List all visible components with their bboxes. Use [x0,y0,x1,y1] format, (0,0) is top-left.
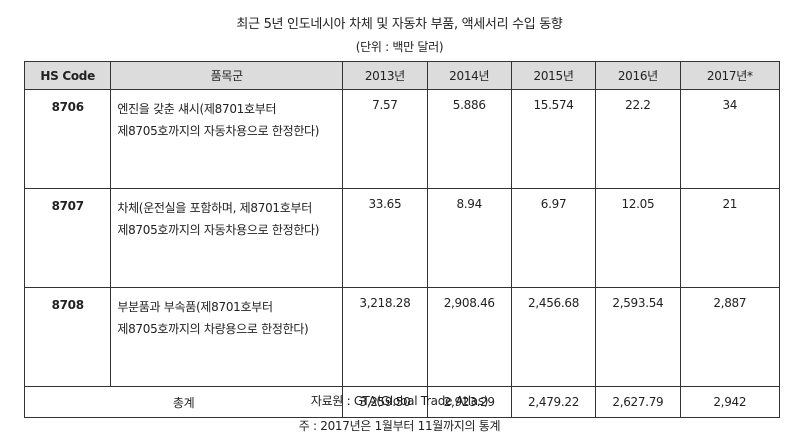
value-cell-2015: 6.97 [510,188,597,288]
column-header-hs-code: HS Code [23,61,112,90]
column-header-product-group: 품목군 [110,61,344,90]
total-value-2017: 2,942 [679,386,781,418]
unit-label: (단위 : 백만 달러) [355,40,444,54]
value-cell-2017: 2,887 [679,287,781,387]
column-header-2016: 2016년 [595,61,681,90]
value-cell-2016: 12.05 [595,188,681,288]
value-cell-2016: 2,593.54 [595,287,681,387]
hs-code-cell: 8707 [23,188,112,288]
report-title: 최근 5년 인도네시아 차체 및 자동차 부품, 액세서리 수입 동향 [236,17,563,32]
value-cell-2014: 5.886 [426,89,512,189]
value-cell-2014: 2,908.46 [426,287,512,387]
value-cell-2013: 3,218.28 [342,287,428,387]
total-label-cell: 총계 [23,386,344,418]
hs-code-cell: 8706 [23,89,112,189]
column-header-2017: 2017년* [679,61,781,90]
value-cell-2015: 15.574 [510,89,597,189]
table-header-row: HS Code 품목군 2013년 2014년 2015년 2016년 2017… [23,61,781,90]
total-row: 총계 3,259.50 2,923.29 2,479.22 2,627.79 2… [23,386,781,418]
import-trend-table: HS Code 품목군 2013년 2014년 2015년 2016년 2017… [23,61,781,418]
table-row: 8708 부분품과 부속품(제8701호부터 제8705호까지의 차량용으로 한… [23,287,781,387]
value-cell-2015: 2,456.68 [510,287,597,387]
column-header-2015: 2015년 [510,61,597,90]
source-note: 자료원 : GTA(Global Trade Atlas) [310,394,489,408]
table-row: 8707 차체(운전실을 포함하며, 제8701호부터 제8705호까지의 자동… [23,188,781,288]
total-value-2013: 3,259.50 [342,386,428,418]
column-header-2014: 2014년 [426,61,512,90]
column-header-2013: 2013년 [342,61,428,90]
product-description-cell: 차체(운전실을 포함하며, 제8701호부터 제8705호까지의 자동차용으로 … [110,188,344,288]
table-row: 8706 엔진을 갖춘 섀시(제8701호부터 제8705호까지의 자동차용으로… [23,89,781,189]
total-value-2015: 2,479.22 [510,386,597,418]
value-cell-2014: 8.94 [426,188,512,288]
hs-code-cell: 8708 [23,287,112,387]
product-description-cell: 엔진을 갖춘 섀시(제8701호부터 제8705호까지의 자동차용으로 한정한다… [110,89,344,189]
value-cell-2013: 33.65 [342,188,428,288]
value-cell-2013: 7.57 [342,89,428,189]
value-cell-2016: 22.2 [595,89,681,189]
footnote: 주 : 2017년은 1월부터 11월까지의 통계 [298,419,501,433]
value-cell-2017: 34 [679,89,781,189]
value-cell-2017: 21 [679,188,781,288]
product-description-cell: 부분품과 부속품(제8701호부터 제8705호까지의 차량용으로 한정한다) [110,287,344,387]
